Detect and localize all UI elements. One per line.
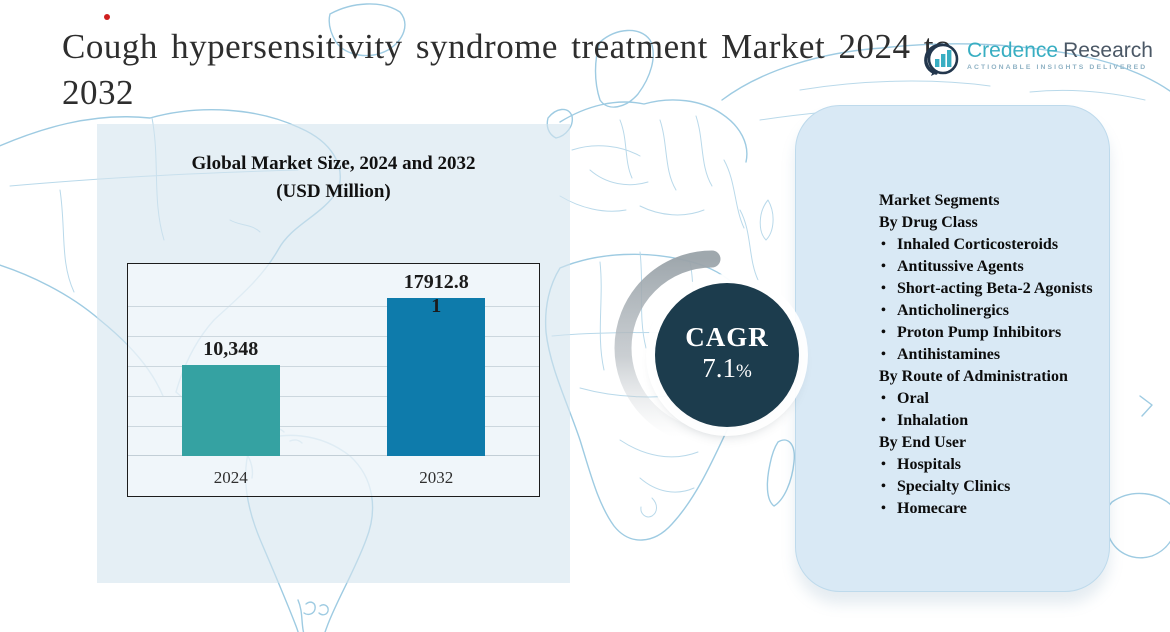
credence-research-logo: Credence Research Actionable Insights Del… (922, 40, 1153, 80)
bullet-icon: • (881, 325, 886, 340)
segment-header: By Route of Administration (879, 366, 1104, 388)
segment-item: • Specialty Clinics (879, 476, 1104, 498)
bar-chart-bubble-icon (924, 43, 959, 76)
segment-text: By Route of Administration (879, 368, 1068, 385)
segment-item: • Proton Pump Inhibitors (879, 322, 1104, 344)
bar-group-2024: 10,348 (128, 264, 334, 456)
bullet-icon: • (881, 259, 886, 274)
segment-text: Anticholinergics (897, 302, 1009, 319)
bullet-icon: • (881, 281, 886, 296)
bullet-icon: • (881, 413, 886, 428)
cagr-value: 7.1% (702, 352, 752, 388)
cagr-percent-sign: % (735, 361, 752, 382)
segment-header: By End User (879, 432, 1104, 454)
bullet-icon: • (881, 237, 886, 252)
segment-text: Antitussive Agents (897, 258, 1024, 275)
segment-item: • Anticholinergics (879, 300, 1104, 322)
market-segments-list: Market Segments By Drug Class • Inhaled Cor… (879, 190, 1104, 520)
segment-text: Market Segments (879, 192, 1000, 209)
bullet-icon: • (881, 303, 886, 318)
segment-item: • Short-acting Beta-2 Agonists (879, 278, 1104, 300)
chart-plot-area: 10,348 17912.8 1 (128, 264, 539, 456)
x-axis-label-2032: 2032 (419, 468, 454, 487)
logo-brand-secondary: Research (1063, 39, 1153, 62)
segment-item: • Oral (879, 388, 1104, 410)
segment-header: By Drug Class (879, 212, 1104, 234)
bullet-icon: • (881, 501, 886, 516)
segment-text: Oral (897, 390, 929, 407)
segment-text: Inhaled Corticosteroids (897, 236, 1059, 253)
segment-text: Short-acting Beta-2 Agonists (897, 280, 1093, 297)
market-segments-panel: Market Segments By Drug Class • Inhaled Cor… (795, 105, 1110, 592)
bullet-icon: • (881, 479, 886, 494)
bullet-icon: • (881, 347, 886, 362)
segment-text: Proton Pump Inhibitors (897, 324, 1062, 341)
bullet-icon: • (881, 391, 886, 406)
logo-tagline: Actionable Insights Delivered (967, 64, 1148, 71)
segment-text: Homecare (897, 500, 967, 517)
gridline (128, 426, 539, 427)
segment-item: • Inhalation (879, 410, 1104, 432)
segment-item: • Antitussive Agents (879, 256, 1104, 278)
gridline (128, 396, 539, 397)
red-dot-decoration (104, 14, 110, 20)
x-axis-label-2024: 2024 (213, 468, 248, 487)
segment-text: By End User (879, 434, 967, 451)
cagr-label: CAGR (685, 322, 769, 352)
logo-text: Credence Research Actionable Insights Del… (967, 39, 1153, 72)
bar-value-label-2024: 10,348 (203, 338, 259, 360)
segment-text: Hospitals (897, 456, 962, 473)
bar-chart: 10,348 17912.8 1 2024 2032 (127, 263, 540, 497)
bar-value-label-2032: 17912.8 1 (403, 271, 469, 317)
segment-header: Market Segments (879, 190, 1104, 212)
logo-brand-primary: Credence (967, 39, 1059, 62)
segment-text: Specialty Clinics (897, 478, 1011, 495)
segment-item: • Hospitals (879, 454, 1104, 476)
chart-title: Global Market Size, 2024 and 2032 (USD M… (97, 150, 570, 206)
chart-title-line1: Global Market Size, 2024 and 2032 (191, 153, 476, 174)
chart-title-line2: (USD Million) (276, 181, 391, 202)
segment-text: Antihistamines (897, 346, 1001, 363)
x-axis-labels: 2024 2032 (128, 456, 539, 496)
segment-text: By Drug Class (879, 214, 978, 231)
cagr-badge: CAGR 7.1% (655, 283, 799, 427)
segment-text: Inhalation (897, 412, 969, 429)
page-title: Cough hypersensitivity syndrome treatmen… (62, 27, 952, 112)
segment-item: • Inhaled Corticosteroids (879, 234, 1104, 256)
segment-item: • Antihistamines (879, 344, 1104, 366)
bar-2032 (387, 298, 486, 456)
cagr-value-number: 7.1 (702, 353, 736, 383)
bar-2024 (181, 365, 280, 456)
bullet-icon: • (881, 457, 886, 472)
segment-item: • Homecare (879, 498, 1104, 520)
bar-group-2032: 17912.8 1 (334, 264, 540, 456)
